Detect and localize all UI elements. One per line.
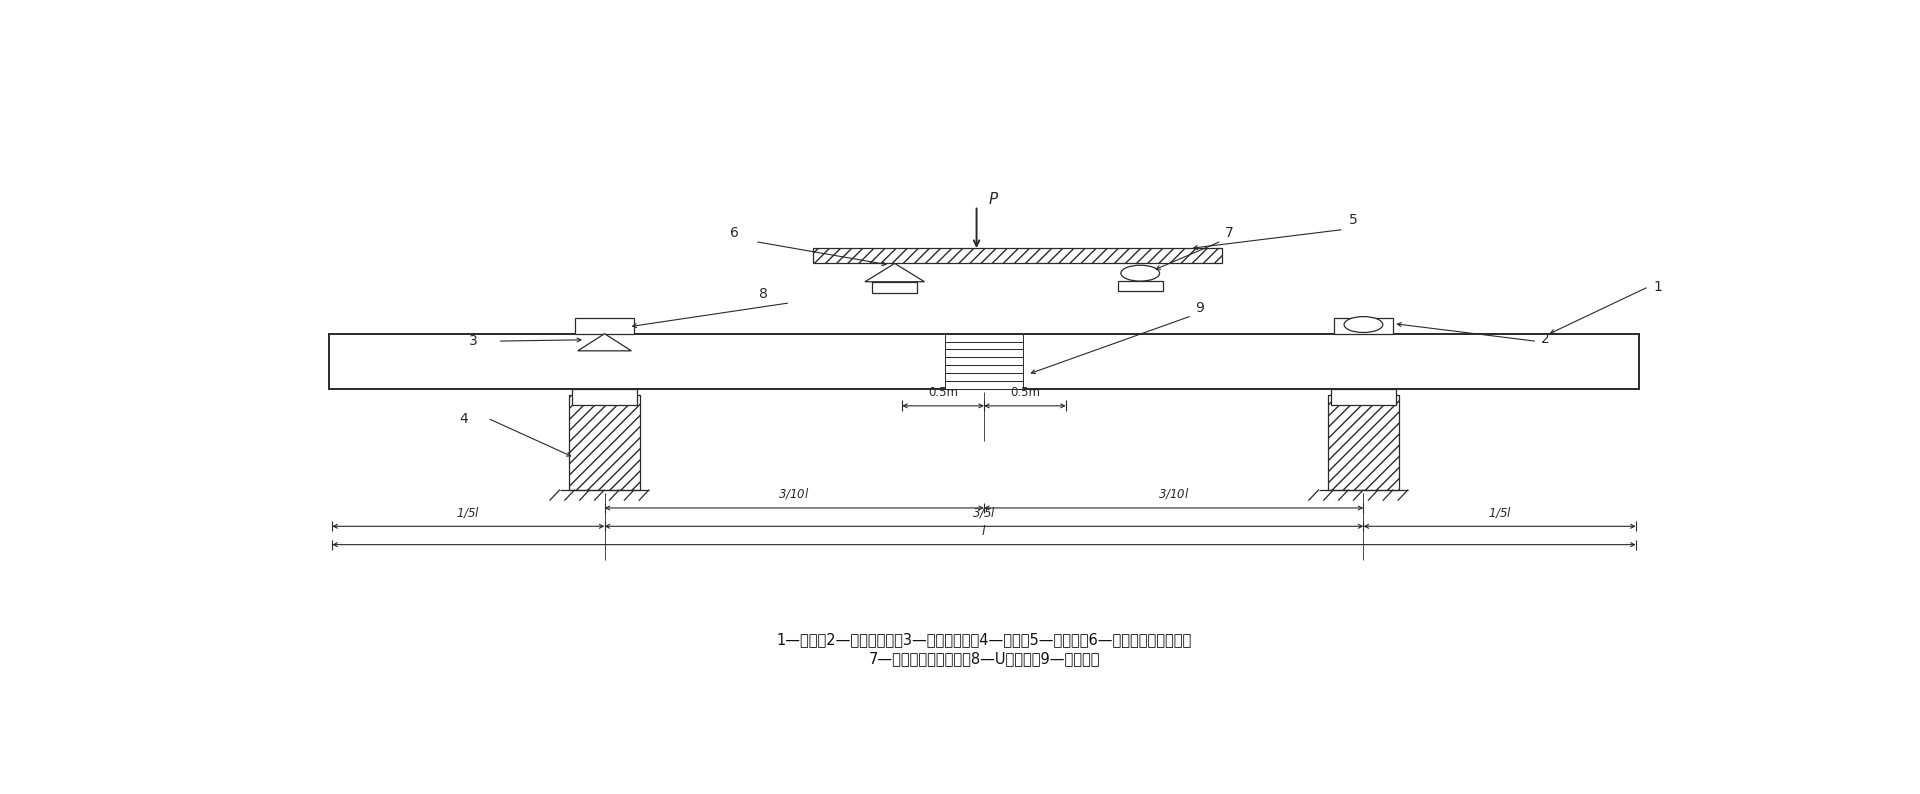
Text: 3/5$l$: 3/5$l$	[972, 504, 996, 519]
Text: 1/5$l$: 1/5$l$	[457, 504, 480, 519]
Text: 1—管桡；2—滚动铰支座；3—固定铰支座；4—支模；5—分配梁；6—分配梁固定铰支座；: 1—管桡；2—滚动铰支座；3—固定铰支座；4—支模；5—分配梁；6—分配梁固定铰…	[776, 632, 1192, 647]
Text: 1: 1	[1653, 279, 1663, 294]
Text: 3/10$l$: 3/10$l$	[1158, 486, 1190, 501]
Bar	[945, 381, 1023, 389]
Bar	[568, 395, 639, 490]
Bar	[330, 333, 1638, 389]
Text: 6: 6	[730, 226, 739, 240]
Text: 7—分配梁滚动铰支座；8—U型垫块；9—快速接头: 7—分配梁滚动铰支座；8—U型垫块；9—快速接头	[868, 651, 1100, 666]
Bar	[945, 365, 1023, 373]
Bar	[945, 357, 1023, 365]
Text: 7: 7	[1225, 226, 1235, 240]
Bar	[1329, 395, 1400, 490]
Bar	[574, 318, 634, 333]
Bar	[945, 349, 1023, 357]
Text: 0.5m: 0.5m	[927, 386, 958, 399]
Text: $l$: $l$	[981, 524, 987, 538]
Bar	[1117, 281, 1164, 291]
Bar	[572, 389, 637, 405]
Bar	[1331, 389, 1396, 405]
Bar	[945, 373, 1023, 381]
Bar	[945, 341, 1023, 349]
Circle shape	[1344, 317, 1382, 333]
Bar	[1334, 318, 1394, 333]
Text: 8: 8	[760, 287, 768, 301]
Bar	[872, 282, 918, 293]
Circle shape	[1121, 265, 1160, 281]
Text: 0.5m: 0.5m	[1010, 386, 1041, 399]
Bar	[945, 333, 1023, 341]
Text: 5: 5	[1348, 214, 1357, 227]
Text: $P$: $P$	[989, 191, 1000, 206]
Text: 9: 9	[1196, 301, 1204, 314]
Text: 2: 2	[1540, 332, 1549, 346]
Text: 3/10$l$: 3/10$l$	[778, 486, 810, 501]
Polygon shape	[864, 264, 925, 282]
Bar	[812, 248, 1221, 264]
Polygon shape	[578, 333, 632, 351]
Text: 4: 4	[459, 412, 468, 426]
Text: 3: 3	[468, 334, 478, 348]
Text: 1/5$l$: 1/5$l$	[1488, 504, 1511, 519]
